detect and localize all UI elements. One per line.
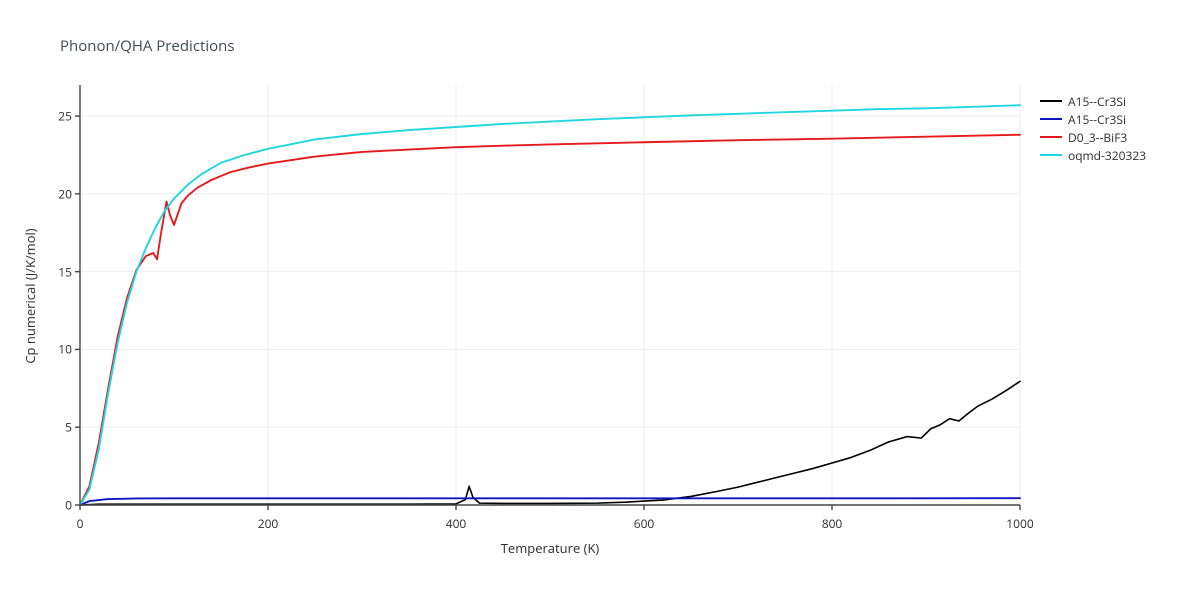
x-tick-label: 1000	[1006, 515, 1033, 532]
x-tick-label: 200	[258, 515, 279, 532]
legend-label: A15--Cr3Si	[1068, 111, 1126, 128]
legend-swatch	[1040, 154, 1062, 156]
y-axis-label: Cp numerical (J/K/mol)	[21, 228, 39, 363]
legend-swatch	[1040, 136, 1062, 138]
x-tick-label: 400	[446, 515, 467, 532]
y-tick-label: 10	[50, 341, 72, 358]
x-tick-label: 600	[634, 515, 655, 532]
y-tick-label: 25	[50, 108, 72, 125]
series-line	[80, 135, 1020, 505]
legend-label: A15--Cr3Si	[1068, 93, 1126, 110]
legend-swatch	[1040, 118, 1062, 120]
legend: A15--Cr3SiA15--Cr3SiD0_3--BiF3oqmd-32032…	[1040, 92, 1146, 164]
legend-item[interactable]: A15--Cr3Si	[1040, 110, 1146, 128]
legend-item[interactable]: A15--Cr3Si	[1040, 92, 1146, 110]
y-tick-label: 15	[50, 263, 72, 280]
y-tick-label: 0	[50, 497, 72, 514]
x-tick-label: 0	[77, 515, 84, 532]
legend-label: D0_3--BiF3	[1068, 129, 1127, 146]
x-tick-label: 800	[822, 515, 843, 532]
legend-item[interactable]: oqmd-320323	[1040, 146, 1146, 164]
legend-swatch	[1040, 100, 1062, 102]
x-axis-label: Temperature (K)	[501, 539, 600, 557]
y-tick-label: 5	[50, 419, 72, 436]
series-line	[80, 381, 1020, 505]
chart-plot	[0, 0, 1200, 600]
legend-label: oqmd-320323	[1068, 147, 1146, 164]
y-tick-label: 20	[50, 185, 72, 202]
legend-item[interactable]: D0_3--BiF3	[1040, 128, 1146, 146]
series-line	[80, 105, 1020, 505]
